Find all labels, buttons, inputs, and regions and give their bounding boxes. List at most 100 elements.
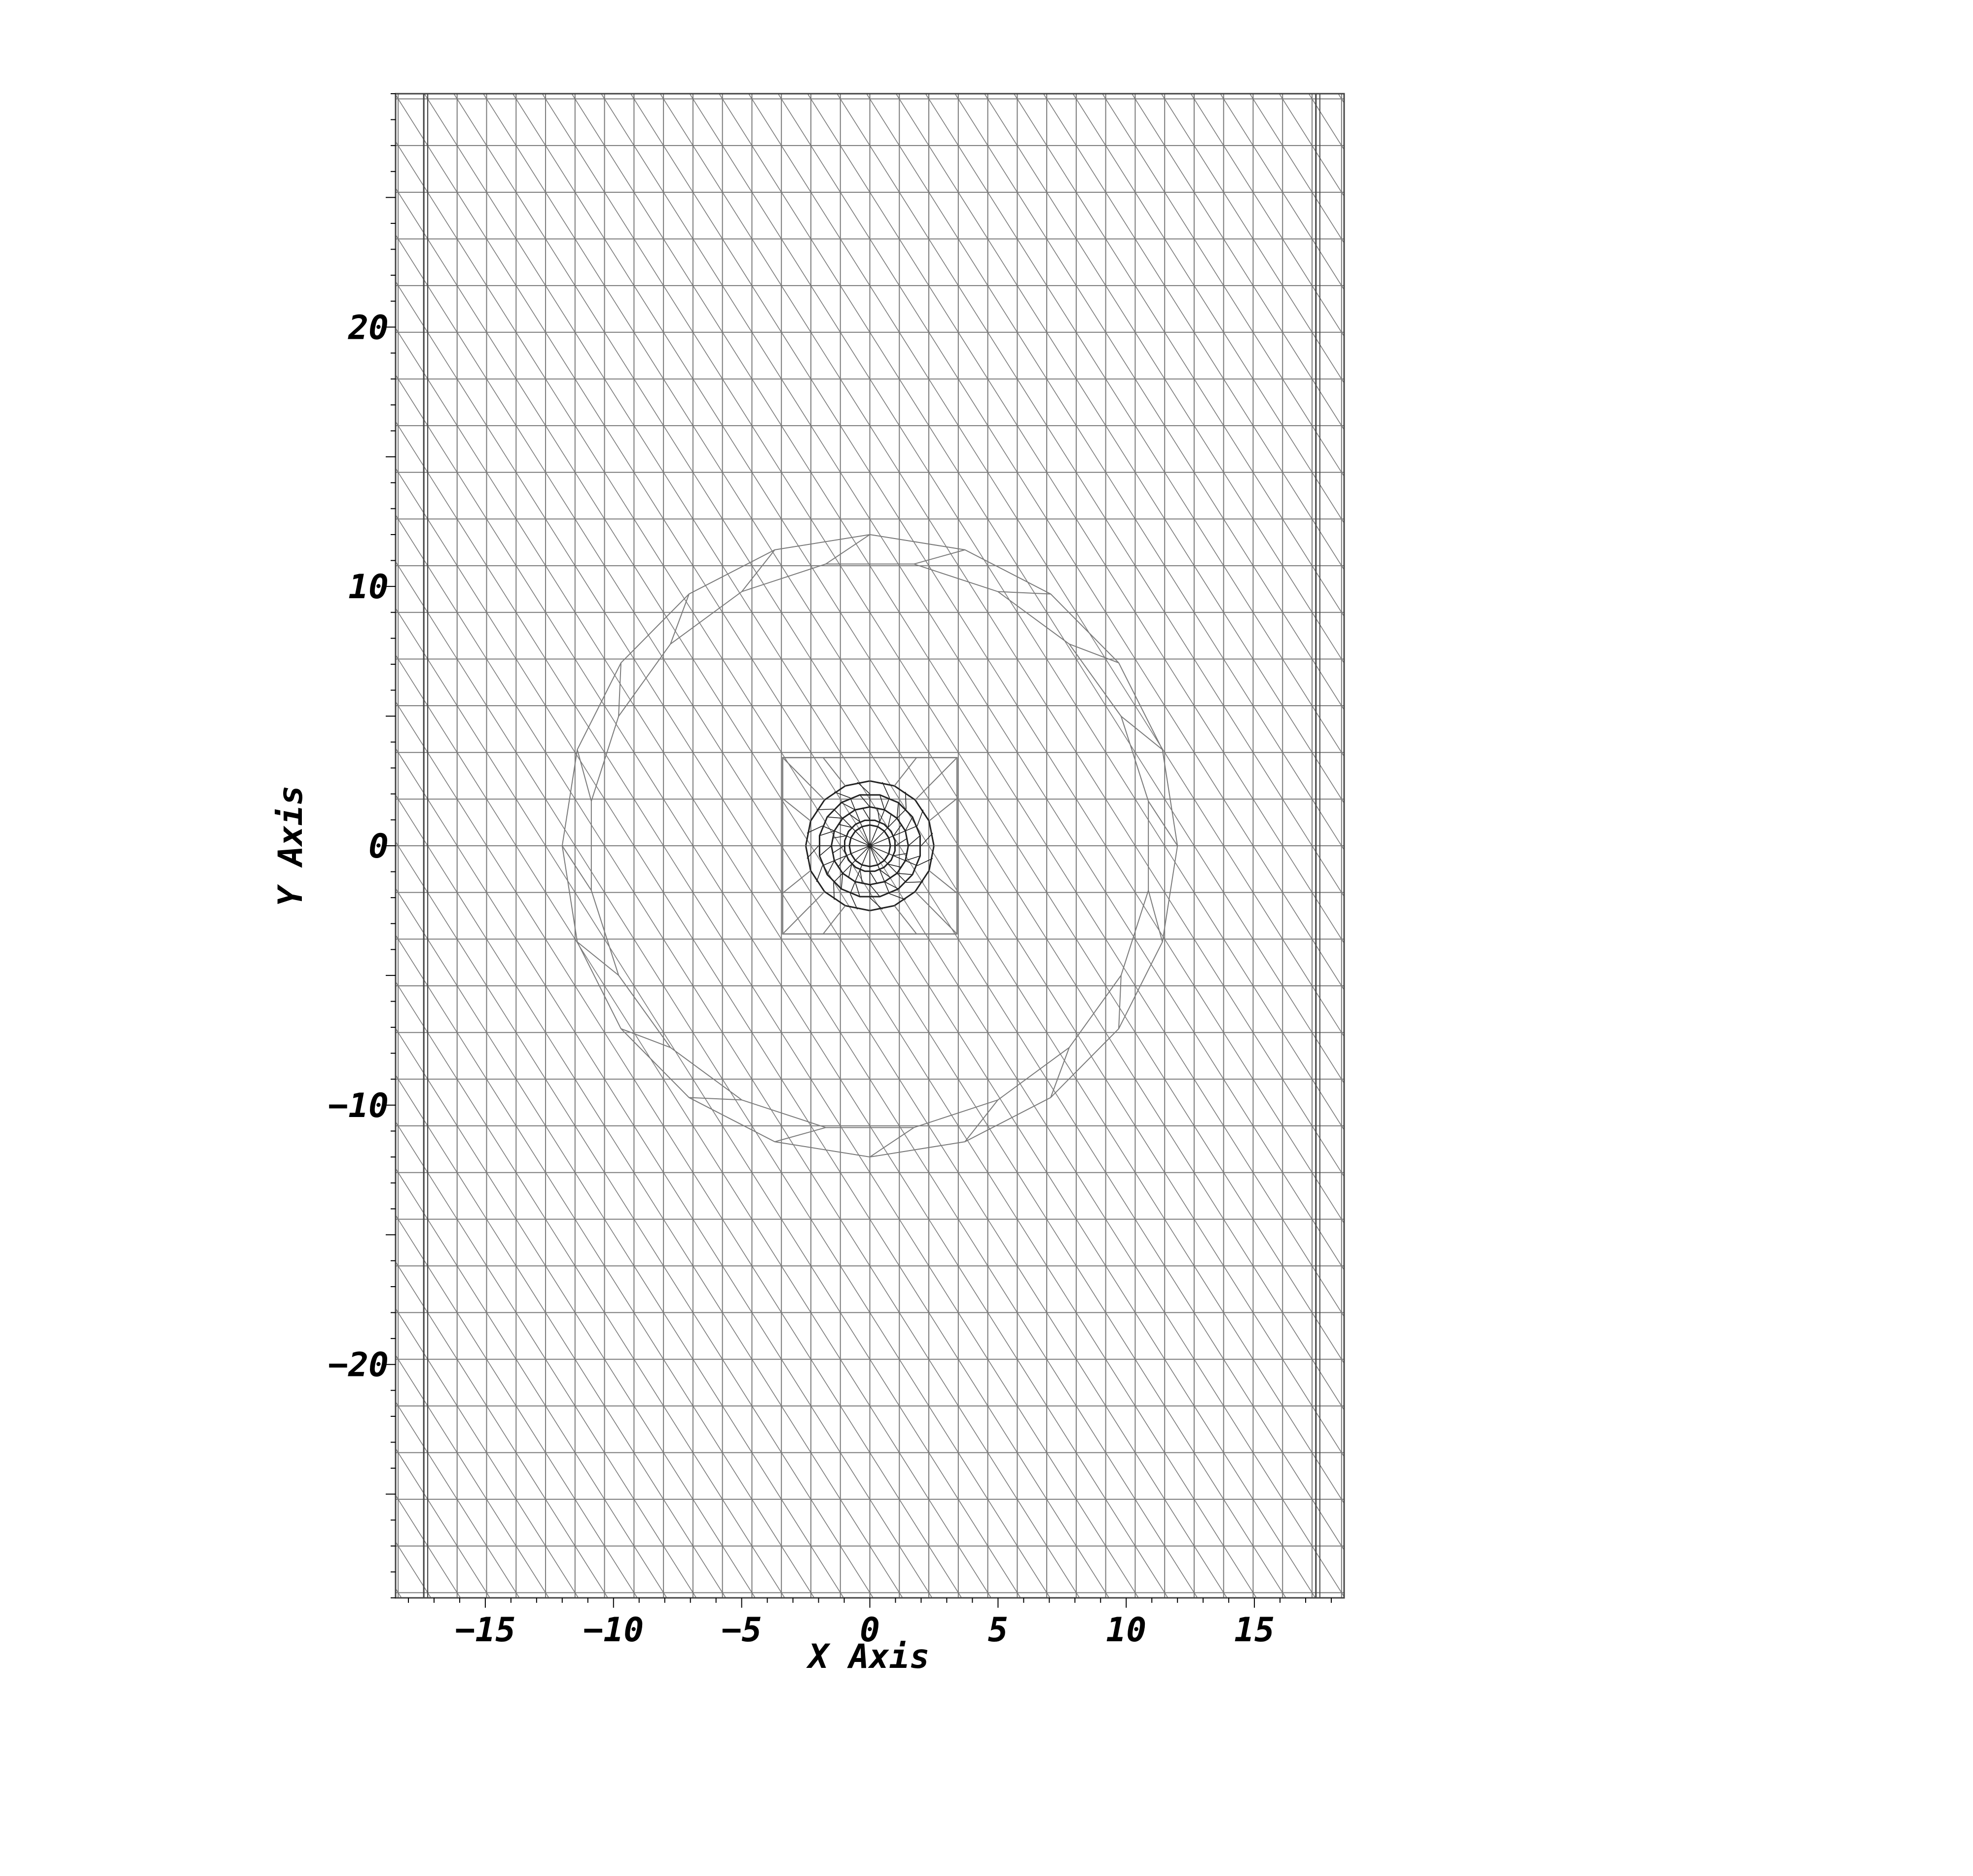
mesh-edge [1134, 1452, 1165, 1500]
mesh-edge [869, 845, 890, 894]
mesh-edge [1194, 332, 1224, 379]
mesh-edge [515, 1406, 546, 1453]
mesh-edge [1341, 752, 1344, 758]
mesh-edge [899, 658, 929, 706]
mesh-edge [515, 332, 546, 379]
mesh-edge [575, 145, 605, 193]
mesh-edge [1371, 379, 1401, 426]
mesh-edge [1164, 379, 1195, 426]
mesh-edge [1371, 99, 1401, 146]
mesh-edge [928, 472, 959, 519]
mesh-edge [575, 985, 605, 1033]
mesh-edge [427, 332, 458, 379]
mesh-edge [398, 985, 428, 1033]
mesh-edge [1312, 1312, 1342, 1360]
mesh-edge [1164, 192, 1195, 239]
mesh-edge [958, 518, 988, 566]
mesh-edge [1164, 332, 1195, 379]
mesh-edge [1076, 845, 1106, 893]
mesh-edge [1105, 285, 1136, 333]
mesh-edge [398, 1032, 428, 1080]
mesh-edge [1017, 1452, 1047, 1500]
mesh-edge [899, 1032, 929, 1080]
mesh-edge [427, 938, 458, 986]
mesh-edge [1312, 285, 1342, 333]
mesh-edge [515, 798, 546, 846]
mesh-edge [869, 1032, 900, 1080]
mesh-edge [899, 145, 929, 193]
mesh-edge [1252, 332, 1283, 379]
mesh-edge [958, 985, 988, 1033]
mesh-edge [869, 332, 900, 379]
mesh-edge [1194, 565, 1224, 613]
mesh-edge [545, 1032, 576, 1080]
mesh-edge [457, 705, 487, 753]
mesh-edge [1076, 5, 1106, 52]
mesh-edge [987, 472, 1018, 519]
mesh-edge [840, 518, 871, 566]
mesh-edge [869, 985, 900, 1033]
mesh-edge [457, 565, 487, 613]
mesh-edge [781, 938, 811, 986]
mesh-edge [670, 594, 690, 645]
mesh-edge [884, 881, 899, 890]
mesh-edge [811, 5, 840, 52]
mesh-edge [663, 425, 694, 473]
mesh-edge [427, 472, 458, 519]
mesh-edge [1194, 1312, 1224, 1360]
mesh-edge [515, 1499, 546, 1547]
mesh-edge [781, 99, 811, 146]
mesh-edge [457, 612, 487, 659]
mesh-edge [1076, 1312, 1106, 1360]
mesh-edge [693, 1499, 723, 1547]
mesh-edge [396, 701, 399, 706]
mesh-edge [1076, 892, 1106, 939]
mesh-edge [1164, 658, 1195, 706]
mesh-edge [1194, 658, 1224, 706]
mesh-edge [810, 612, 841, 659]
mesh-edge [1341, 285, 1344, 290]
mesh-edge [899, 379, 929, 426]
mesh-edge [339, 1219, 369, 1266]
mesh-edge [604, 472, 635, 519]
mesh-edge [958, 845, 988, 893]
mesh-edge [1134, 425, 1165, 473]
mesh-edge [575, 99, 605, 146]
mesh-edge [1341, 99, 1344, 104]
mesh-edge [1223, 1172, 1254, 1220]
mesh-edge [457, 145, 487, 193]
mesh-edge [958, 1312, 988, 1360]
mesh-edge [633, 145, 664, 193]
mesh-edge [398, 1359, 428, 1407]
mesh-edge [1134, 145, 1165, 193]
mesh-edge [1134, 938, 1165, 986]
mesh-edge [1046, 425, 1077, 473]
mesh-edge [486, 1359, 516, 1407]
mesh-edge [1223, 612, 1254, 659]
mesh-edge [840, 1265, 871, 1313]
mesh-edge [575, 1032, 605, 1080]
mesh-edge [840, 145, 871, 193]
mesh-edge [1105, 239, 1136, 286]
mesh-edge [958, 239, 988, 286]
mesh-edge [958, 1032, 988, 1080]
mesh-edge [693, 518, 723, 566]
mesh-edge [897, 872, 913, 875]
mesh-edge [693, 192, 723, 239]
mesh-edge [1341, 472, 1344, 477]
mesh-edge [515, 1079, 546, 1126]
mesh-edge [1371, 1033, 1401, 1080]
mesh-edge [810, 1452, 841, 1500]
mesh-edge [1076, 1125, 1106, 1173]
mesh-edge [869, 285, 900, 333]
mesh-edge [604, 1172, 635, 1220]
mesh-edge [633, 1359, 664, 1407]
mesh-edge [810, 938, 841, 986]
mesh-edge [781, 1219, 811, 1266]
mesh-edge [781, 425, 811, 473]
mesh-edge [693, 145, 723, 193]
mesh-edge [398, 752, 428, 799]
mesh-edge [693, 5, 723, 52]
mesh-edge [339, 939, 369, 986]
mesh-edge [899, 472, 929, 519]
